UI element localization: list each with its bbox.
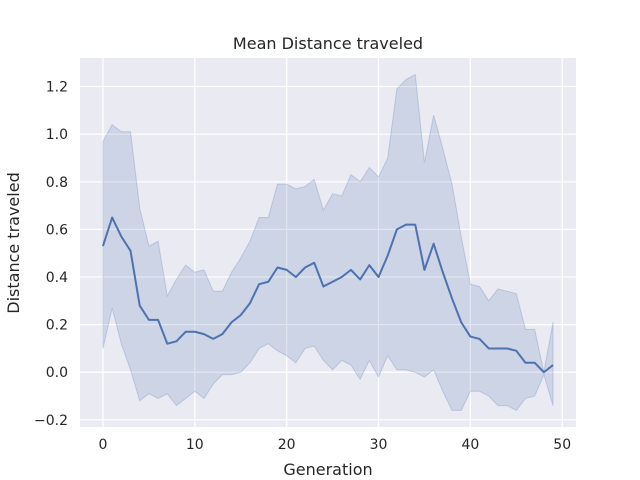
x-tick-label: 40	[461, 437, 479, 453]
y-tick-label: 0.4	[46, 270, 68, 286]
x-tick-labels: 0 10 20 30 40 50	[99, 437, 572, 453]
y-tick-label: 0.6	[46, 222, 68, 238]
chart-title: Mean Distance traveled	[233, 34, 423, 53]
y-tick-label: 0.2	[46, 318, 68, 334]
x-tick-label: 50	[553, 437, 571, 453]
x-tick-label: 20	[278, 437, 296, 453]
x-tick-label: 10	[186, 437, 204, 453]
y-tick-label: 1.0	[46, 127, 68, 143]
grid	[80, 58, 576, 427]
mean-line	[102, 216, 554, 374]
y-tick-label: 0.0	[46, 365, 68, 381]
x-axis-label: Generation	[283, 460, 372, 479]
x-tick-label: 0	[99, 437, 108, 453]
confidence-band	[102, 73, 554, 411]
x-tick-label: 30	[370, 437, 388, 453]
y-tick-label: 0.8	[46, 175, 68, 191]
y-tick-label: 1.2	[46, 80, 68, 96]
y-tick-label: −0.2	[34, 413, 68, 429]
plot-area	[80, 58, 576, 427]
y-tick-labels: −0.2 0.0 0.2 0.4 0.6 0.8 1.0 1.2	[34, 80, 68, 429]
y-axis-label: Distance traveled	[4, 172, 23, 313]
